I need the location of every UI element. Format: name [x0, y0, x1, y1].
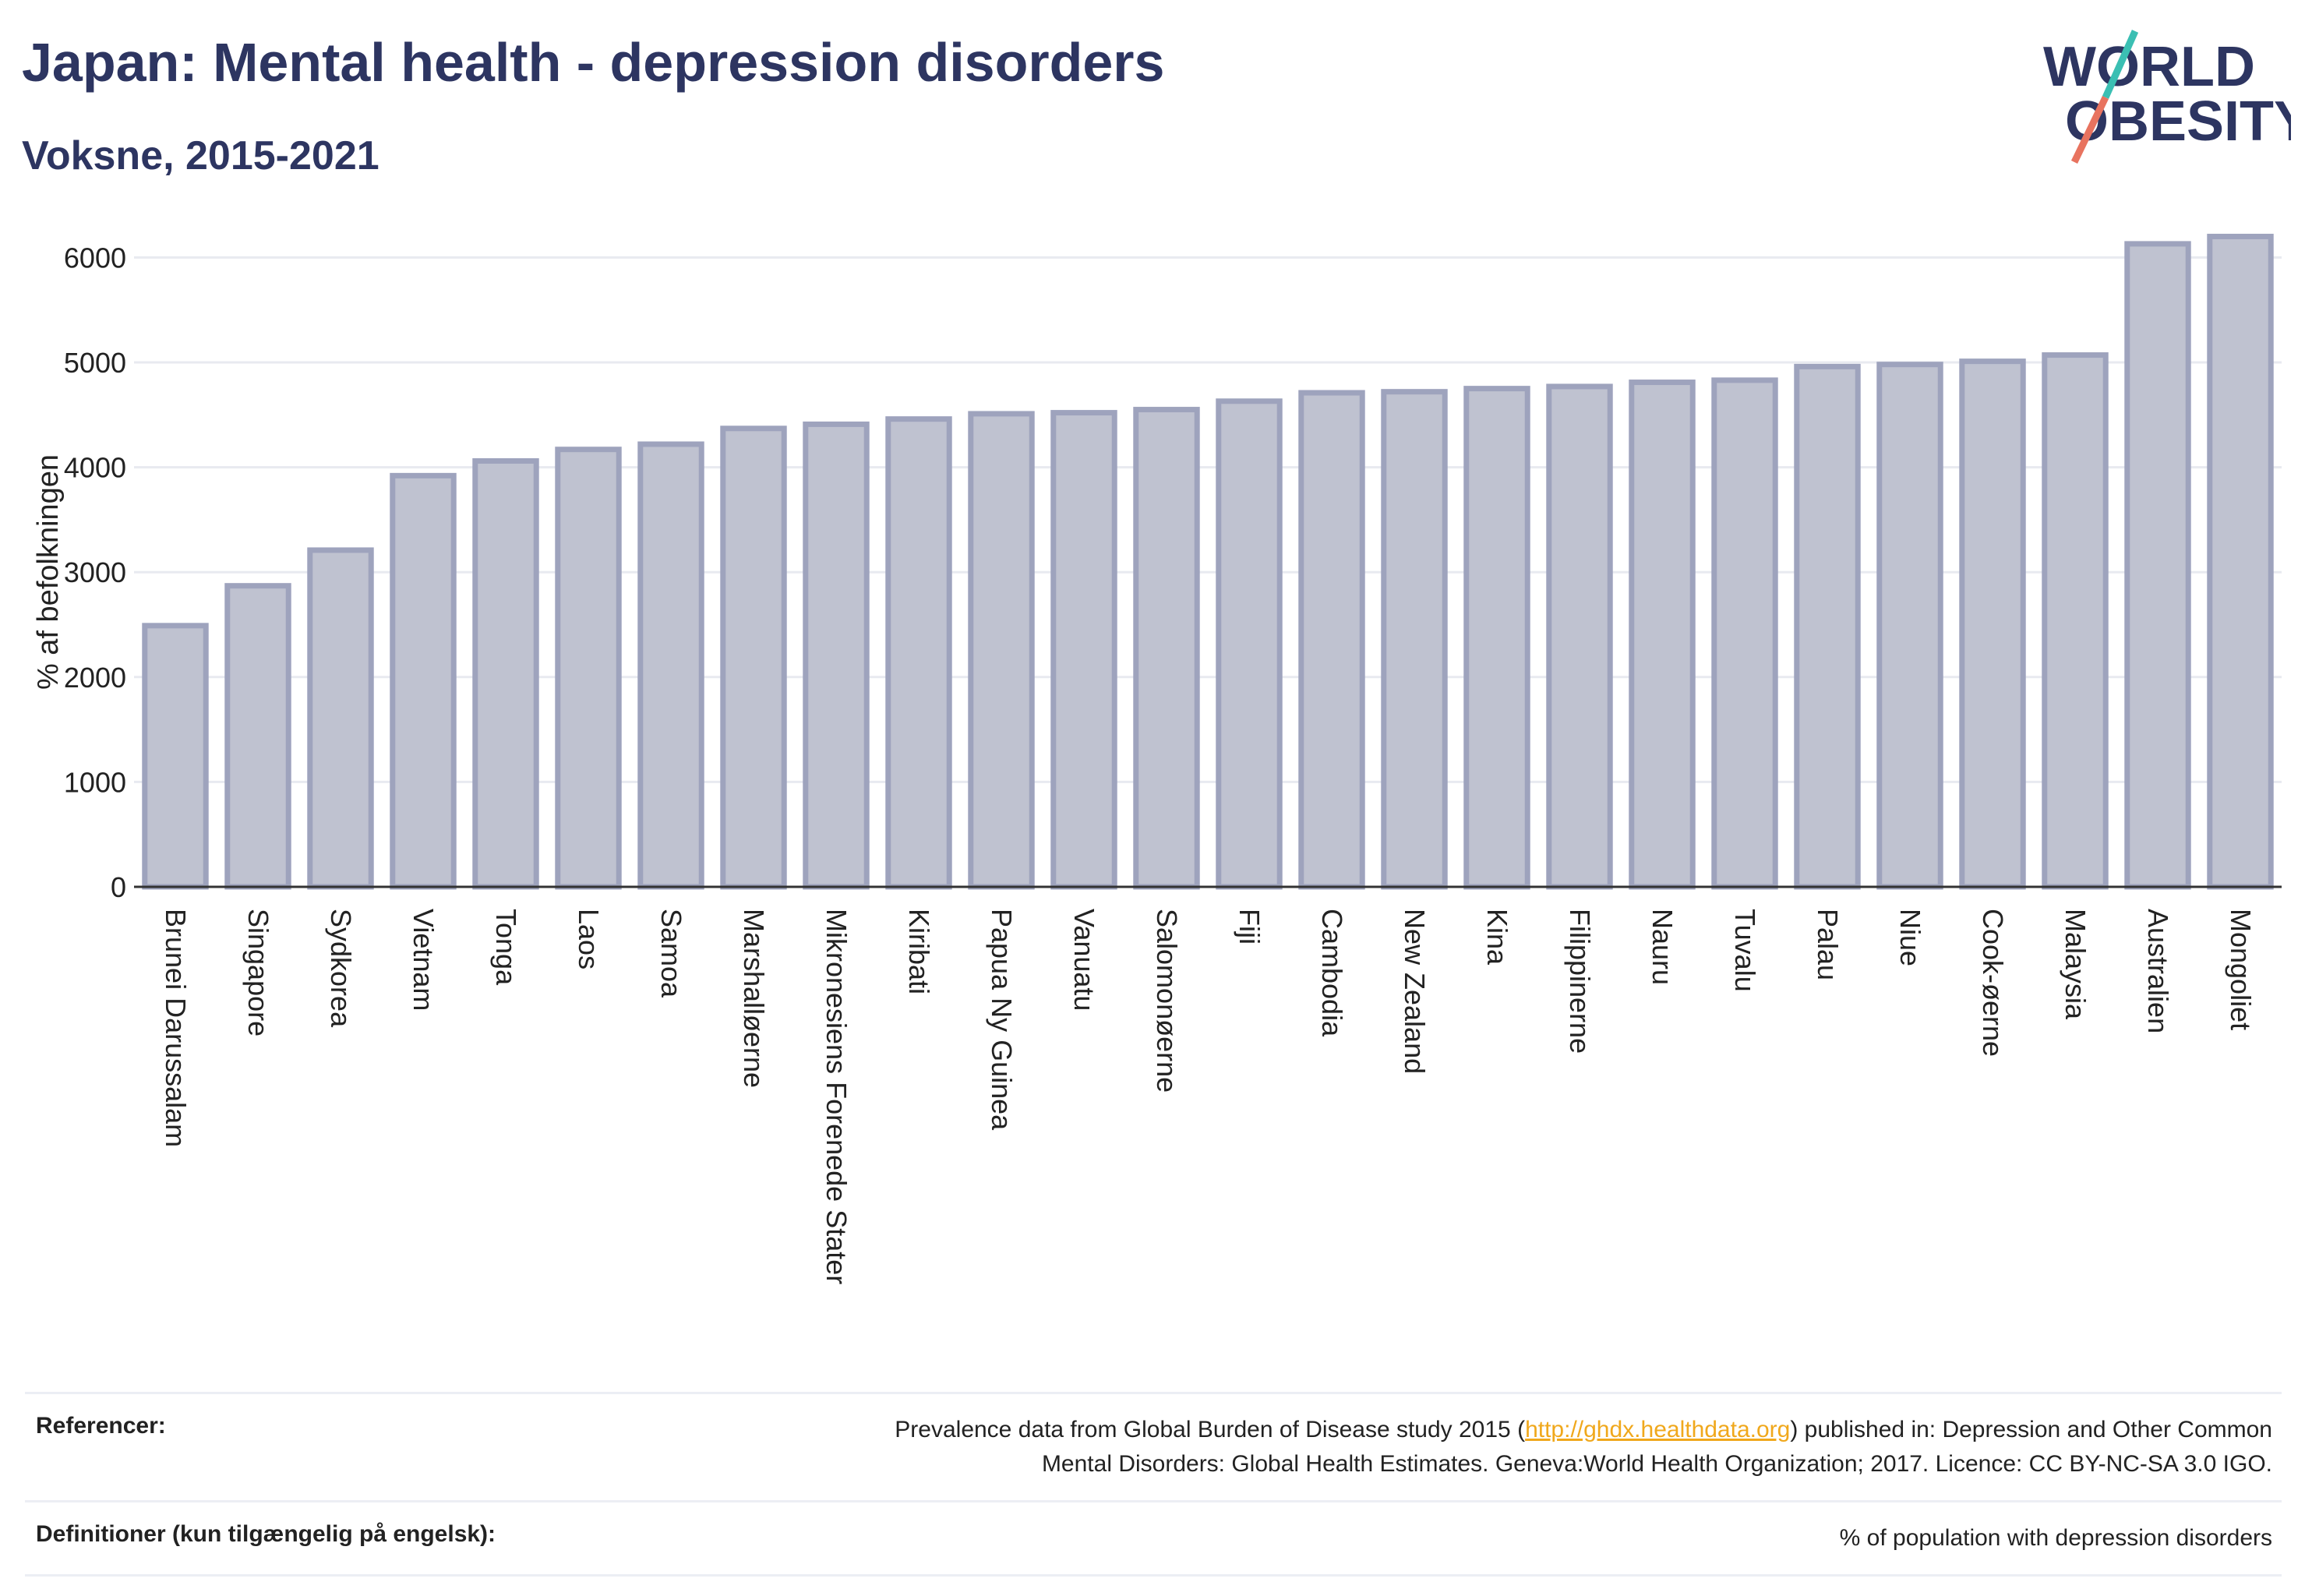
x-tick-label: Palau: [1812, 909, 1844, 980]
bar: [1794, 363, 1861, 890]
bar: [968, 411, 1035, 890]
x-tick-label: Australien: [2142, 909, 2174, 1033]
definitions-label: Definitioner (kun tilgængelig på engelsk…: [36, 1521, 496, 1547]
x-tick-label: Sydkorea: [325, 909, 357, 1028]
bar: [307, 547, 374, 890]
bar: [2207, 233, 2274, 890]
bar: [472, 458, 539, 890]
bar: [720, 425, 787, 890]
page-subtitle: Voksne, 2015-2021: [22, 133, 379, 178]
x-tick-label: Tonga: [490, 909, 522, 986]
x-tick-label: Singapore: [242, 909, 274, 1036]
x-tick-label: Kiribati: [903, 909, 935, 994]
bar: [1629, 380, 1696, 890]
x-tick-label: Tuvalu: [1729, 909, 1761, 992]
references-line2: Mental Disorders: Global Health Estimate…: [1041, 1451, 2272, 1477]
y-tick-label: 1000: [64, 766, 126, 798]
bar: [1876, 362, 1943, 890]
x-tick-label: Fiji: [1234, 909, 1265, 945]
bar: [390, 472, 457, 890]
references-link[interactable]: http://ghdx.healthdata.org: [1525, 1417, 1791, 1442]
references-text-after: ) published in: Depression and Other Com…: [1790, 1417, 2272, 1442]
bar: [2124, 241, 2191, 890]
bar: [224, 583, 291, 890]
y-tick-label: 0: [111, 871, 126, 903]
bar: [2042, 352, 2109, 890]
x-tick-label: Papua Ny Guinea: [986, 909, 1018, 1131]
x-tick-label: Brunei Darussalam: [160, 909, 192, 1147]
references-row: Referencer: Prevalence data from Global …: [25, 1394, 2282, 1502]
definitions-row: Definitioner (kun tilgængelig på engelsk…: [25, 1502, 2282, 1577]
references-text: Prevalence data from Global Burden of Di…: [558, 1413, 2272, 1481]
y-tick-label: 3000: [64, 556, 126, 588]
logo-line1: WORLD: [2043, 36, 2255, 98]
bar: [1216, 398, 1283, 890]
x-tick-label: Kina: [1481, 909, 1513, 966]
bar: [1133, 407, 1200, 890]
x-tick-label: Salomonøerne: [1151, 909, 1183, 1093]
x-tick-label: Mikronesiens Forenede Stater: [821, 909, 852, 1284]
x-tick-label: Laos: [573, 909, 605, 969]
x-tick-label: Filippinerne: [1564, 909, 1596, 1054]
logo-slash-teal: [2102, 30, 2139, 99]
references-text-before: Prevalence data from Global Burden of Di…: [895, 1417, 1526, 1442]
world-obesity-logo: WORLD OBESITY: [2043, 30, 2291, 164]
x-tick-label: Vanuatu: [1068, 909, 1100, 1011]
y-tick-label: 4000: [64, 452, 126, 484]
x-tick-label: New Zealand: [1399, 909, 1431, 1074]
x-tick-label: Marshalløerne: [738, 909, 770, 1088]
y-axis-label: % af befolkningen: [32, 454, 65, 690]
bar: [555, 447, 622, 890]
bar: [1381, 389, 1448, 890]
x-tick-label: Mongoliet: [2225, 909, 2257, 1030]
bar: [1546, 383, 1613, 890]
x-tick-label: Samoa: [655, 909, 687, 998]
bar: [142, 623, 209, 890]
bar-chart: 0 1000 2000 3000 4000 5000 6000 % af befolkning…: [32, 233, 2282, 1284]
x-tick-label: Malaysia: [2060, 909, 2091, 1020]
y-tick-label: 5000: [64, 347, 126, 379]
references-label: Referencer:: [36, 1413, 166, 1439]
page-title: Japan: Mental health - depression disord…: [22, 32, 1165, 93]
x-tick-label: Vietnam: [408, 909, 439, 1011]
x-tick-label: Nauru: [1647, 909, 1678, 985]
x-tick-label: Cook-øerne: [1977, 909, 2009, 1057]
bar: [1959, 358, 2026, 890]
y-tick-label: 6000: [64, 242, 126, 274]
bar: [885, 416, 952, 890]
x-tick-label: Niue: [1894, 909, 1926, 966]
bar: [1463, 386, 1530, 890]
bar: [637, 441, 704, 890]
logo-slash-coral: [2070, 96, 2109, 164]
y-tick-label: 2000: [64, 662, 126, 694]
reference-table: Referencer: Prevalence data from Global …: [25, 1392, 2282, 1577]
bar: [1711, 377, 1778, 890]
bar: [1298, 390, 1365, 890]
definitions-text: % of population with depression disorder…: [1839, 1525, 2272, 1551]
bar: [803, 421, 870, 890]
x-tick-label: Cambodia: [1316, 909, 1348, 1037]
bar: [1050, 410, 1117, 890]
